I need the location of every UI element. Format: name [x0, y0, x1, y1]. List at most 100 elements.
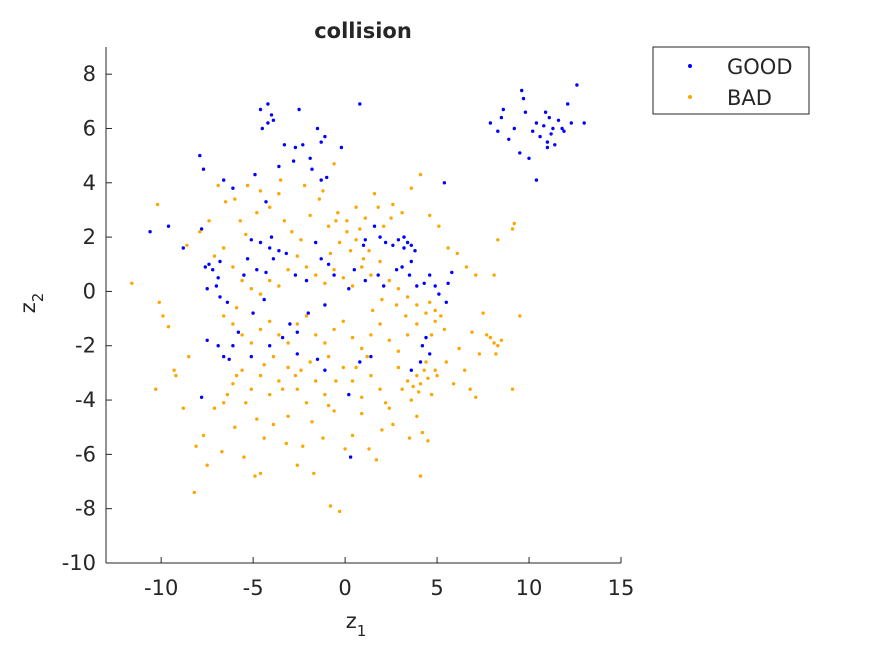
- x-axis-label-subscript: 1: [357, 622, 367, 640]
- data-point-good: [518, 151, 522, 155]
- data-point-good: [288, 322, 292, 326]
- data-point-bad: [238, 219, 242, 223]
- data-point-bad: [380, 428, 384, 432]
- data-point-good: [198, 153, 202, 158]
- data-point-bad: [332, 327, 336, 332]
- data-point-good: [291, 159, 296, 163]
- y-axis-label: z2: [16, 293, 47, 314]
- data-point-bad: [396, 287, 401, 291]
- data-point-bad: [429, 333, 434, 337]
- data-point-good: [437, 292, 441, 296]
- data-point-bad: [341, 365, 345, 370]
- data-point-good: [282, 143, 287, 147]
- data-point-bad: [194, 444, 198, 448]
- data-point-good: [562, 129, 566, 133]
- data-point-good: [442, 181, 447, 185]
- legend-box: [652, 46, 810, 115]
- data-point-bad: [424, 360, 428, 364]
- data-point-good: [556, 118, 561, 123]
- data-point-bad: [249, 287, 253, 291]
- data-point-bad: [258, 373, 263, 378]
- y-tick-label: 8: [83, 62, 96, 86]
- data-point-bad: [253, 474, 257, 478]
- data-point-good: [415, 284, 419, 288]
- x-tick-label: -5: [243, 576, 264, 600]
- data-point-good: [501, 107, 505, 112]
- data-point-good: [214, 284, 219, 288]
- data-point-bad: [428, 213, 432, 218]
- data-point-good: [488, 121, 493, 125]
- data-point-bad: [496, 344, 500, 348]
- data-point-bad: [422, 368, 426, 372]
- data-point-good: [496, 129, 500, 133]
- legend-label-bad: BAD: [727, 86, 772, 110]
- data-point-bad: [350, 284, 355, 288]
- y-tick-label: 2: [83, 225, 96, 249]
- data-point-good: [372, 224, 377, 228]
- x-tick-label: 10: [516, 576, 543, 600]
- data-point-bad: [262, 436, 266, 440]
- data-point-good: [396, 238, 401, 242]
- data-point-bad: [279, 178, 283, 182]
- data-point-good: [271, 118, 276, 123]
- data-point-good: [418, 360, 423, 364]
- data-point-good: [255, 268, 259, 272]
- data-point-bad: [268, 205, 272, 209]
- data-point-good: [352, 268, 356, 272]
- data-point-bad: [391, 202, 395, 207]
- data-point-good: [409, 259, 413, 264]
- data-point-good: [358, 360, 362, 364]
- y-tick-label: 6: [83, 116, 96, 140]
- data-point-good: [216, 344, 220, 348]
- data-point-bad: [240, 278, 244, 283]
- data-point-good: [405, 240, 410, 245]
- data-point-good: [543, 110, 548, 114]
- data-point-bad: [198, 230, 202, 234]
- series-bad: [130, 162, 522, 514]
- data-point-good: [400, 265, 404, 269]
- data-point-bad: [201, 433, 206, 438]
- data-point-bad: [409, 398, 413, 402]
- data-point-bad: [244, 401, 248, 405]
- data-point-bad: [304, 265, 309, 269]
- data-point-bad: [332, 409, 336, 413]
- data-point-bad: [308, 360, 312, 364]
- y-axis-label-subscript: 2: [29, 293, 47, 303]
- data-point-good: [531, 129, 535, 133]
- data-point-good: [205, 287, 209, 291]
- data-point-bad: [405, 333, 410, 337]
- data-point-bad: [348, 249, 353, 253]
- data-point-good: [527, 156, 531, 160]
- data-point-bad: [345, 219, 349, 223]
- data-point-good: [547, 115, 551, 120]
- data-point-bad: [400, 211, 404, 215]
- data-point-bad: [435, 373, 439, 378]
- data-point-bad: [345, 230, 349, 234]
- data-point-bad: [343, 447, 347, 451]
- data-point-bad: [337, 240, 342, 245]
- legend: GOOD BAD: [652, 46, 810, 115]
- data-point-bad: [234, 373, 239, 378]
- data-point-good: [280, 335, 285, 340]
- data-point-good: [264, 200, 268, 204]
- data-point-good: [222, 354, 226, 359]
- data-point-good: [582, 121, 586, 125]
- data-point-bad: [350, 433, 355, 438]
- data-point-good: [315, 126, 320, 131]
- data-point-bad: [496, 238, 500, 242]
- data-point-bad: [280, 387, 285, 391]
- data-point-good: [566, 102, 570, 106]
- data-point-bad: [295, 322, 299, 326]
- data-point-bad: [426, 376, 430, 380]
- data-point-good: [295, 330, 299, 334]
- data-point-bad: [404, 314, 408, 318]
- data-point-bad: [365, 354, 369, 359]
- data-point-bad: [271, 422, 276, 427]
- data-point-bad: [286, 365, 290, 370]
- data-point-bad: [157, 300, 161, 304]
- data-point-good: [251, 311, 255, 315]
- data-point-bad: [258, 189, 263, 193]
- data-point-good: [376, 273, 380, 277]
- chart-title: collision: [314, 19, 412, 43]
- data-point-bad: [415, 373, 419, 378]
